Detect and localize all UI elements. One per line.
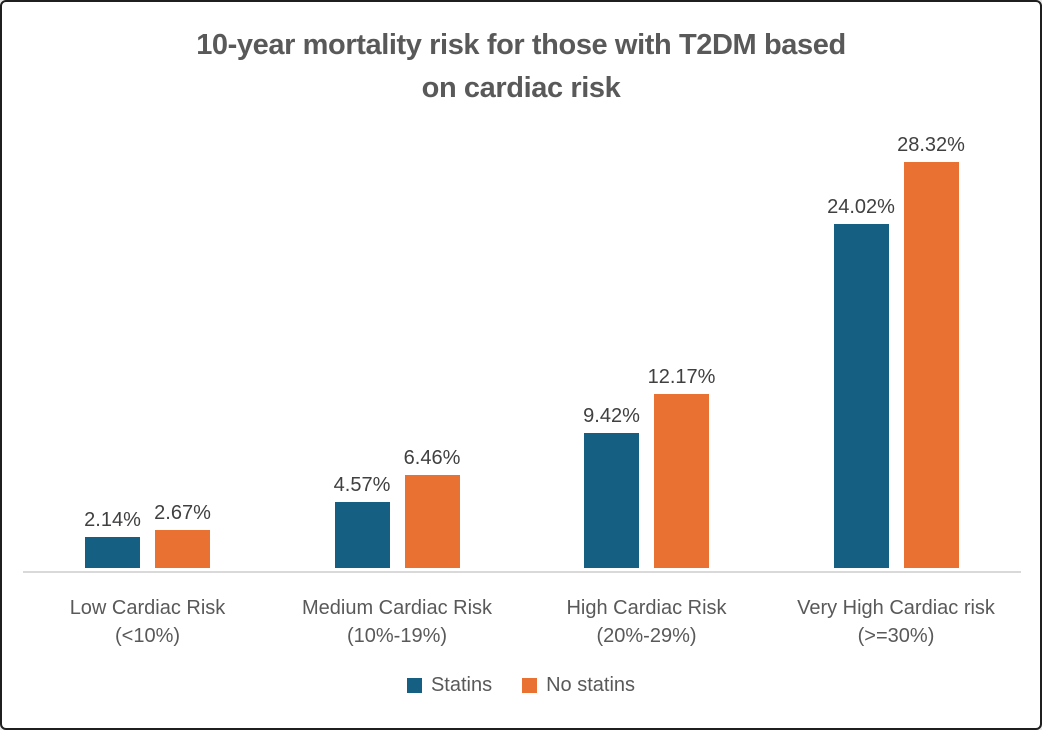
bar-no-statins: 28.32% xyxy=(897,134,965,568)
legend-swatch-statins xyxy=(406,678,422,693)
x-axis-line xyxy=(23,571,1021,573)
category-axis-label: Medium Cardiac Risk (10%-19%) xyxy=(273,594,522,650)
data-label: 2.67% xyxy=(154,502,211,524)
category-sublabel-line: (<10%) xyxy=(114,625,181,647)
category-axis-label: Low Cardiac Risk (<10%) xyxy=(23,594,272,650)
bar-statins: 2.14% xyxy=(84,509,141,568)
bar-statins: 9.42% xyxy=(583,405,640,568)
bar-no-statins: 12.17% xyxy=(648,366,715,568)
data-label: 9.42% xyxy=(583,405,640,427)
category-sublabel-line: (10%-19%) xyxy=(346,625,448,647)
data-label: 6.46% xyxy=(403,447,461,469)
bar-rect xyxy=(584,433,639,568)
category-label-line: High Cardiac Risk xyxy=(566,597,727,619)
bar-rect xyxy=(404,475,460,568)
category-label-line: Medium Cardiac Risk xyxy=(301,597,493,619)
legend-swatch-no-statins xyxy=(522,678,538,693)
bar-cluster: 2.14% 2.67% xyxy=(23,502,272,568)
category-sublabel-line: (>=30%) xyxy=(857,625,935,647)
category-sublabel-line: (20%-29%) xyxy=(596,625,697,647)
category-axis-label: High Cardiac Risk (20%-29%) xyxy=(522,594,771,650)
data-label: 2.14% xyxy=(84,509,141,531)
chart-legend: Statins No statins xyxy=(2,674,1040,697)
bar-rect xyxy=(903,162,959,568)
chart-title: 10-year mortality risk for those with T2… xyxy=(2,24,1040,110)
bar-rect xyxy=(334,502,390,568)
bar-cluster: 24.02% 28.32% xyxy=(772,134,1021,568)
category-axis-label: Very High Cardiac risk (>=30%) xyxy=(772,594,1021,650)
bar-rect xyxy=(654,394,709,568)
bar-no-statins: 6.46% xyxy=(404,447,460,568)
bar-rect xyxy=(833,224,889,568)
legend-item-statins: Statins xyxy=(406,674,493,697)
bar-cluster: 4.57% 6.46% xyxy=(273,447,522,568)
bar-rect xyxy=(155,530,210,568)
category-label-line: Low Cardiac Risk xyxy=(69,597,226,619)
legend-item-no-statins: No statins xyxy=(522,674,635,697)
data-label: 24.02% xyxy=(827,196,895,218)
bar-rect xyxy=(85,537,140,568)
bar-statins: 24.02% xyxy=(827,196,895,568)
category-label-line: Very High Cardiac risk xyxy=(797,597,995,619)
legend-label-statins: Statins xyxy=(430,674,493,696)
chart-title-line-1: 10-year mortality risk for those with T2… xyxy=(196,29,846,61)
bar-statins: 4.57% xyxy=(334,474,390,568)
legend-label-no-statins: No statins xyxy=(546,674,636,696)
bar-no-statins: 2.67% xyxy=(154,502,211,568)
chart-title-line-2: on cardiac risk xyxy=(421,72,621,104)
data-label: 28.32% xyxy=(897,134,965,156)
data-label: 4.57% xyxy=(333,474,391,496)
bar-cluster: 9.42% 12.17% xyxy=(522,366,771,568)
data-label: 12.17% xyxy=(647,366,716,388)
